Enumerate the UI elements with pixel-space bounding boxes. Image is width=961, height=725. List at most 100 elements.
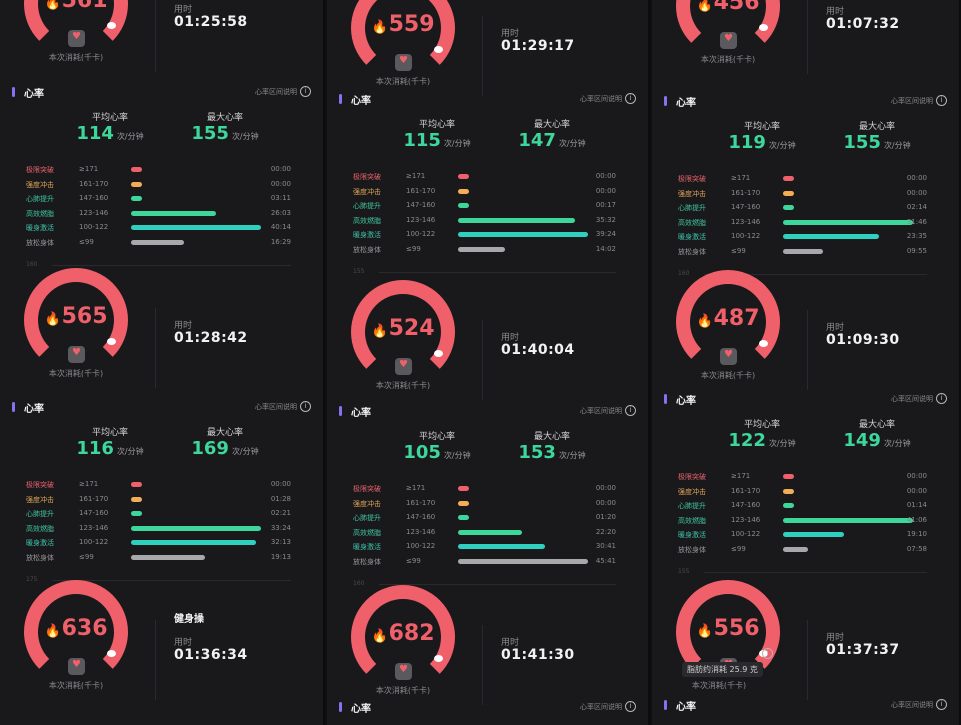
zone-bar-track <box>783 219 913 226</box>
zone-bar-track <box>131 181 261 188</box>
flame-icon: 🔥 <box>696 624 713 639</box>
zone-bar <box>131 167 142 172</box>
zone-name: 放松身体 <box>678 545 706 554</box>
max-hr-value: 153 <box>518 442 556 463</box>
zone-help-link[interactable]: 心率区间说明 <box>580 703 622 711</box>
zone-help-link[interactable]: 心率区间说明 <box>255 403 297 411</box>
zone-duration: 26:03 <box>270 208 291 217</box>
duration-label: 用时 <box>501 333 520 343</box>
zone-help-link[interactable]: 心率区间说明 <box>891 395 933 403</box>
heart-rate-zone-row: 心肺提升 147-160 00:17 <box>353 199 616 213</box>
zone-name: 暖身激活 <box>678 233 706 241</box>
zone-duration: 16:29 <box>270 237 291 246</box>
zone-help-link[interactable]: 心率区间说明 <box>580 95 622 103</box>
zone-bar-track <box>458 188 588 195</box>
calorie-number: 682 <box>388 621 435 646</box>
duration-value: 01:40:04 <box>501 342 575 358</box>
heart-rate-chart: 160 <box>26 261 291 291</box>
flame-icon: 🔥 <box>371 324 388 339</box>
zone-range: ≤99 <box>406 244 421 253</box>
avg-hr-value: 116 <box>76 438 114 459</box>
calorie-value: 🔥636 <box>21 616 131 641</box>
info-icon[interactable]: i <box>762 648 773 659</box>
info-icon[interactable]: i <box>936 699 947 710</box>
calorie-label: 本次消耗(千卡) <box>375 686 431 695</box>
max-hr-value: 155 <box>191 123 229 144</box>
heart-rate-title: 心率 <box>24 89 44 100</box>
zone-bar-track <box>131 225 261 231</box>
info-icon[interactable]: i <box>625 405 636 416</box>
heart-rate-zone-row: 心肺提升 147-160 02:21 <box>26 507 291 521</box>
zone-duration: 32:13 <box>270 538 291 546</box>
chart-gridline <box>379 272 616 273</box>
heart-rate-zone-row: 极限突破 ≥171 00:00 <box>678 470 927 484</box>
avg-hr-value: 115 <box>403 130 441 151</box>
heart-rate-header: 心率 心率区间说明 i <box>12 85 311 100</box>
avg-heart-rate: 平均心率 119 次/分钟 <box>702 119 822 153</box>
heart-rate-chart: 175 <box>26 576 291 606</box>
duration-value: 01:36:34 <box>174 647 248 663</box>
info-icon[interactable]: i <box>300 401 311 412</box>
zone-name: 强度冲击 <box>678 189 706 198</box>
zone-bar <box>458 558 588 564</box>
duration-label: 用时 <box>501 638 520 648</box>
zone-bar-track <box>131 210 261 217</box>
zone-range: 161-170 <box>406 186 436 195</box>
max-hr-label: 最大心率 <box>533 432 570 442</box>
chart-gridline <box>704 274 927 275</box>
zone-duration: 23:35 <box>906 232 927 240</box>
zone-name: 极限突破 <box>353 485 381 493</box>
zone-name: 极限突破 <box>678 473 706 481</box>
bpm-unit: 次/分钟 <box>116 132 144 141</box>
bpm-unit: 次/分钟 <box>883 141 911 150</box>
zone-help-link[interactable]: 心率区间说明 <box>891 701 933 709</box>
avg-heart-rate: 平均心率 116 次/分钟 <box>50 425 170 459</box>
ring-progress-dot <box>434 350 443 357</box>
max-hr-label: 最大心率 <box>206 113 243 123</box>
max-hr-label: 最大心率 <box>533 120 570 130</box>
info-icon[interactable]: i <box>625 701 636 712</box>
divider <box>482 16 483 96</box>
zone-range: ≥171 <box>406 484 426 492</box>
zone-range: ≤99 <box>79 237 94 246</box>
bpm-unit: 次/分钟 <box>231 132 259 141</box>
heart-rate-header: 心率 心率区间说明 i <box>664 94 947 109</box>
max-heart-rate: 最大心率 147 次/分钟 <box>492 117 612 151</box>
heart-rate-title: 心率 <box>24 404 44 415</box>
zone-help-link[interactable]: 心率区间说明 <box>580 407 622 415</box>
heart-rate-zone-row: 高效燃脂 123-146 35:32 <box>353 214 616 228</box>
avg-heart-rate: 平均心率 114 次/分钟 <box>50 110 170 144</box>
zone-duration: 00:00 <box>270 165 291 173</box>
zone-bar <box>131 540 256 545</box>
info-icon[interactable]: i <box>936 95 947 106</box>
zone-bar-track <box>458 232 588 238</box>
zone-bar-track <box>458 529 588 536</box>
watch-icon <box>395 54 412 71</box>
zone-range: 147-160 <box>731 203 761 211</box>
zone-bar <box>458 246 505 252</box>
zone-duration: 00:00 <box>906 188 927 197</box>
duration-label: 用时 <box>174 321 193 331</box>
info-icon[interactable]: i <box>936 393 947 404</box>
info-icon[interactable]: i <box>625 93 636 104</box>
zone-help-link[interactable]: 心率区间说明 <box>891 97 933 105</box>
zone-range: ≥171 <box>731 174 751 182</box>
avg-hr-label: 平均心率 <box>418 432 455 442</box>
max-hr-label: 最大心率 <box>858 420 895 430</box>
zone-range: 161-170 <box>406 498 436 507</box>
zone-help-link[interactable]: 心率区间说明 <box>255 88 297 96</box>
duration-value: 01:29:17 <box>501 38 575 54</box>
screenshot-column: 🔥559本次消耗(千卡)用时01:29:17心率心率区间说明i平均心率115次/… <box>327 0 650 725</box>
duration-value: 01:09:30 <box>826 332 900 348</box>
heart-rate-header: 心率 心率区间说明 i <box>664 392 947 407</box>
duration-label: 用时 <box>826 323 845 333</box>
heart-rate-zone-row: 强度冲击 161-170 00:00 <box>353 497 616 511</box>
section-accent-bar <box>12 402 15 412</box>
calorie-number: 561 <box>61 0 108 13</box>
heart-rate-zone-row: 放松身体 ≤99 07:58 <box>678 543 927 557</box>
max-hr-value: 147 <box>518 130 556 151</box>
info-icon[interactable]: i <box>300 86 311 97</box>
